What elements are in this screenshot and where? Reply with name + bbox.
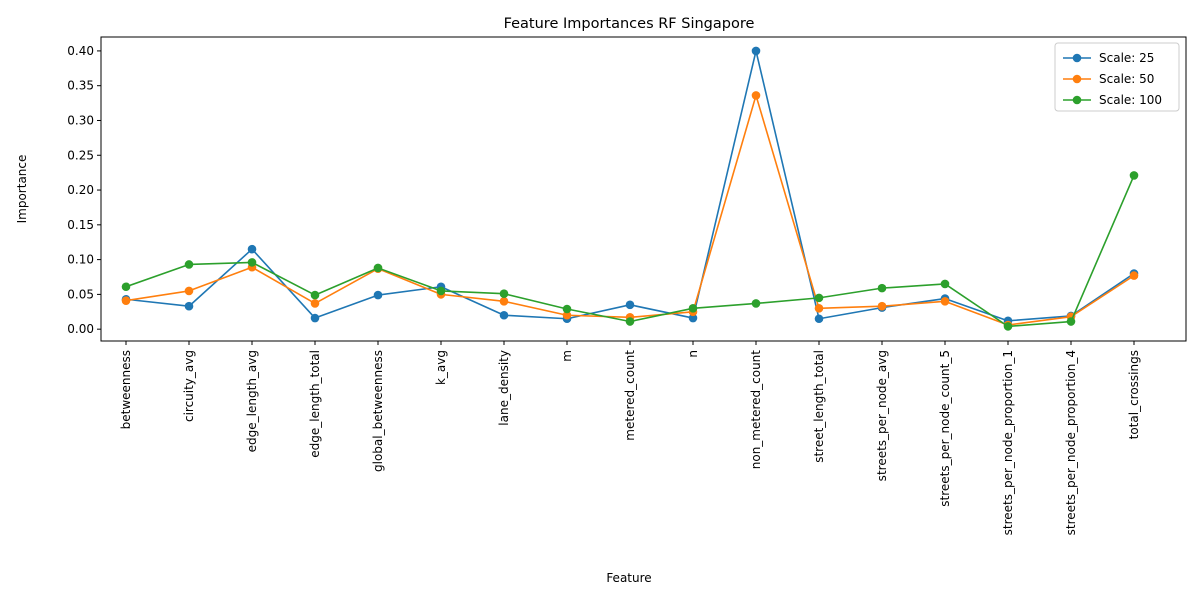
data-point	[688, 304, 698, 313]
data-point	[1066, 317, 1076, 326]
data-point	[877, 283, 887, 293]
legend: Scale: 25 Scale: 50 Scale: 100	[1054, 42, 1180, 112]
data-point	[751, 46, 761, 56]
y-tick-label: 0.20	[67, 183, 94, 197]
x-tick-label: streets_per_node_avg	[875, 350, 889, 481]
legend-swatch-marker	[1072, 95, 1082, 105]
y-tick-label: 0.05	[67, 287, 94, 301]
data-point	[1129, 171, 1139, 180]
x-tick-label: m	[560, 350, 574, 362]
y-axis: 0.00 0.05 0.10 0.15 0.20 0.25 0.30 0.35 0.40	[67, 44, 101, 336]
x-tick-label: betweenness	[119, 350, 133, 429]
y-tick-label: 0.10	[67, 253, 94, 267]
y-tick-label: 0.40	[67, 44, 94, 58]
x-tick-label: k_avg	[434, 350, 448, 385]
data-point	[562, 304, 572, 314]
legend-item: Scale: 25	[1063, 51, 1154, 65]
x-tick-label: metered_count	[623, 350, 637, 441]
data-point	[373, 290, 383, 300]
data-point	[751, 91, 761, 100]
data-point	[184, 286, 194, 296]
x-tick-label: street_length_total	[812, 350, 826, 463]
x-tick-label: streets_per_node_proportion_1	[1001, 350, 1015, 535]
data-point	[814, 304, 824, 313]
x-tick-label: edge_length_avg	[245, 350, 259, 452]
legend-frame	[1054, 42, 1180, 112]
data-point	[247, 258, 257, 267]
x-tick-label: global_betweenness	[371, 350, 385, 472]
data-point	[310, 299, 320, 308]
legend-label: Scale: 100	[1099, 93, 1162, 107]
series-1	[121, 46, 1139, 326]
x-tick-label: streets_per_node_count_5	[938, 350, 952, 507]
data-point	[940, 279, 950, 289]
y-tick-label: 0.35	[67, 79, 94, 93]
x-axis: betweenness circuity_avg edge_length_avg ed…	[119, 341, 1141, 535]
series-line	[125, 94, 1135, 326]
legend-item: Scale: 50	[1063, 72, 1154, 86]
x-tick-label: n	[686, 350, 700, 358]
plot-frame	[100, 36, 1187, 342]
data-point	[1129, 271, 1139, 280]
data-point	[625, 300, 635, 310]
data-point	[625, 317, 635, 326]
data-point	[121, 296, 131, 305]
legend-label: Scale: 50	[1099, 72, 1154, 86]
data-point	[184, 301, 194, 311]
x-axis-title: Feature	[606, 571, 651, 585]
x-tick-label: streets_per_node_proportion_4	[1064, 350, 1078, 535]
data-point	[310, 290, 320, 300]
data-point	[121, 282, 131, 292]
data-point	[1003, 322, 1013, 331]
legend-swatch-marker	[1072, 74, 1082, 84]
y-tick-label: 0.30	[67, 113, 94, 127]
legend-swatch-marker	[1072, 53, 1082, 63]
data-point	[499, 297, 509, 306]
data-point	[814, 293, 824, 303]
data-point	[310, 313, 320, 323]
data-point	[247, 244, 257, 254]
x-tick-label: non_metered_count	[749, 350, 763, 470]
y-tick-label: 0.25	[67, 148, 94, 162]
data-point	[562, 310, 572, 320]
data-point	[373, 263, 383, 273]
y-axis-title: Importance	[15, 155, 29, 224]
data-point	[940, 297, 950, 306]
data-point	[814, 314, 824, 324]
y-tick-label: 0.15	[67, 218, 94, 232]
data-point	[436, 286, 446, 296]
x-tick-label: total_crossings	[1127, 350, 1141, 439]
x-tick-label: edge_length_total	[308, 350, 322, 458]
data-point	[499, 310, 509, 320]
data-point	[688, 313, 698, 323]
series-2	[121, 91, 1139, 330]
chart-title: Feature Importances RF Singapore	[504, 16, 755, 32]
legend-label: Scale: 25	[1099, 51, 1154, 65]
y-tick-label: 0.00	[67, 322, 94, 336]
x-tick-label: lane_density	[497, 350, 511, 426]
data-point	[499, 289, 509, 298]
series-line	[125, 50, 1135, 322]
data-point	[877, 301, 887, 311]
x-tick-label: circuity_avg	[182, 350, 196, 422]
series-layer	[121, 46, 1139, 331]
data-point	[184, 260, 194, 269]
data-point	[751, 299, 761, 308]
series-3	[121, 171, 1139, 331]
legend-item: Scale: 100	[1063, 93, 1162, 107]
